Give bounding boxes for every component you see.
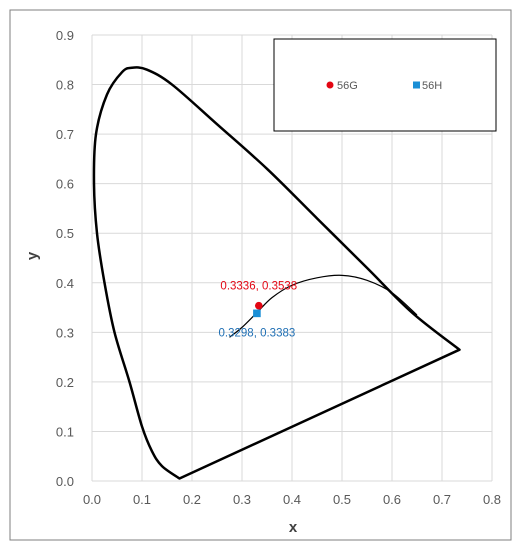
y-tick-label: 0.4 xyxy=(56,276,74,291)
y-tick-label: 0.9 xyxy=(56,28,74,43)
point-56g xyxy=(254,301,263,310)
x-tick-label: 0.1 xyxy=(133,492,151,507)
legend-marker-56h xyxy=(413,81,420,89)
data-label-56g: 0.3336, 0.3538 xyxy=(220,281,297,293)
legend-box xyxy=(273,38,497,132)
y-tick-label: 0.8 xyxy=(56,78,74,93)
y-tick-label: 0.6 xyxy=(56,177,74,192)
x-tick-label: 0.7 xyxy=(433,492,451,507)
x-tick-label: 0.5 xyxy=(333,492,351,507)
spectral-locus xyxy=(92,66,461,480)
curves xyxy=(92,66,461,480)
legend: 56G 56H xyxy=(273,38,497,132)
point-56h xyxy=(253,309,261,318)
x-tick-label: 0.4 xyxy=(283,492,301,507)
y-tick-label: 0.0 xyxy=(56,474,74,489)
x-tick-label: 0.3 xyxy=(233,492,251,507)
y-tick-label: 0.1 xyxy=(56,424,74,439)
x-tick-label: 0.2 xyxy=(183,492,201,507)
data-label-56h: 0.3298, 0.3383 xyxy=(219,327,296,339)
y-axis-label: y xyxy=(24,251,41,260)
legend-marker-56g xyxy=(326,81,334,89)
x-tick-label: 0.0 xyxy=(83,492,101,507)
y-tick-label: 0.3 xyxy=(56,325,74,340)
x-axis-label: x xyxy=(289,519,298,536)
y-tick-label: 0.2 xyxy=(56,375,74,390)
x-tick-label: 0.8 xyxy=(483,492,501,507)
legend-label-56g: 56G xyxy=(337,80,358,92)
y-tick-label: 0.5 xyxy=(56,226,74,241)
data-points: 0.3336, 0.3538 0.3298, 0.3383 xyxy=(219,281,298,340)
y-tick-label: 0.7 xyxy=(56,127,74,142)
planckian-locus xyxy=(229,274,418,338)
tick-labels: 0.0 0.1 0.2 0.3 0.4 0.5 0.6 0.7 0.8 0.0 0.1 0.2 0.3 0… xyxy=(56,28,501,507)
x-tick-label: 0.6 xyxy=(383,492,401,507)
legend-label-56h: 56H xyxy=(422,80,442,92)
